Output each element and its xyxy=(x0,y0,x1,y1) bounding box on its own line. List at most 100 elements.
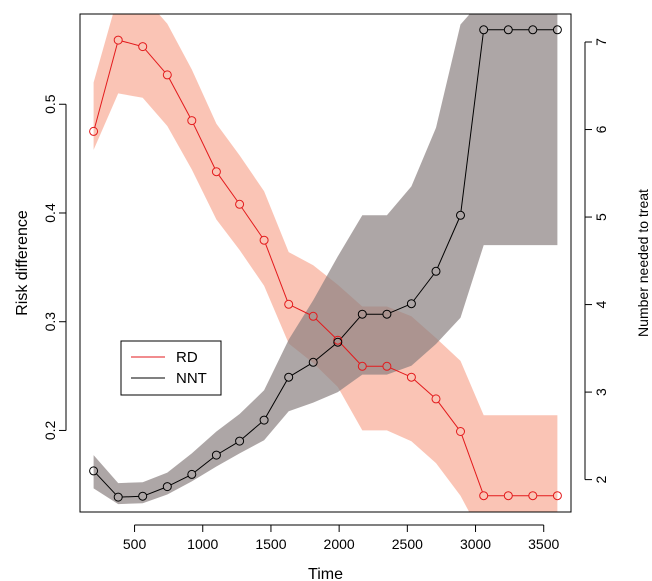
point-rd xyxy=(479,491,489,501)
line-segment-rd xyxy=(145,49,166,73)
point-rd xyxy=(308,311,318,321)
x-tick-label: 2500 xyxy=(392,536,423,552)
line-segment-rd xyxy=(315,318,336,338)
line-segment-nnt xyxy=(315,344,336,361)
x-tick-label: 2000 xyxy=(324,536,355,552)
line-segment-nnt xyxy=(242,422,262,439)
series-lines xyxy=(94,29,554,498)
x-tick-label: 3500 xyxy=(528,536,559,552)
point-rd xyxy=(187,116,197,126)
point-rd xyxy=(431,394,441,404)
band-rd xyxy=(93,14,558,512)
line-segment-nnt xyxy=(219,442,237,454)
x-axis-title: Time xyxy=(308,566,343,581)
point-nnt xyxy=(456,210,465,220)
point-rd xyxy=(89,126,99,136)
point-nnt xyxy=(162,482,172,492)
point-nnt xyxy=(284,372,294,382)
point-rd xyxy=(503,491,513,501)
point-nnt xyxy=(308,357,318,367)
point-nnt xyxy=(382,309,392,319)
line-segment-rd xyxy=(265,243,288,301)
point-nnt xyxy=(528,25,538,35)
point-rd xyxy=(357,361,367,371)
y-left-axis-title: Risk difference xyxy=(14,210,31,316)
line-segment-rd xyxy=(461,435,483,493)
line-segment-nnt xyxy=(413,274,434,301)
point-rd xyxy=(552,491,562,501)
y-left-tick-label: 0.2 xyxy=(42,420,58,440)
point-rd xyxy=(456,427,465,436)
line-segment-rd xyxy=(168,78,191,118)
point-nnt xyxy=(235,436,245,446)
line-segment-nnt xyxy=(170,475,189,486)
series-points xyxy=(89,25,562,502)
line-segment-nnt xyxy=(437,218,460,268)
y-right-tick-label: 3 xyxy=(593,388,609,396)
y-right-tick-label: 4 xyxy=(593,300,609,308)
x-tick-label: 500 xyxy=(123,536,147,552)
line-segment-nnt xyxy=(390,304,408,314)
point-nnt xyxy=(406,299,416,309)
line-segment-rd xyxy=(292,305,310,315)
line-segment-nnt xyxy=(194,457,214,473)
y-right-axis: 2 3 4 5 6 7 xyxy=(584,38,609,483)
point-rd xyxy=(211,167,221,177)
y-right-axis-title: Number needed to treat xyxy=(635,189,651,337)
point-rd xyxy=(138,42,148,52)
point-rd xyxy=(162,70,172,80)
point-nnt xyxy=(187,469,197,479)
line-segment-nnt xyxy=(122,495,139,498)
point-rd xyxy=(113,35,123,45)
plot-frame xyxy=(79,13,572,513)
legend-box xyxy=(120,340,222,396)
line-segment-rd xyxy=(390,367,409,377)
point-nnt xyxy=(333,337,343,347)
line-segment-rd xyxy=(94,43,118,128)
point-nnt xyxy=(211,450,221,460)
legend: RD NNT xyxy=(120,340,222,396)
point-rd xyxy=(382,361,392,371)
x-tick-label: 3000 xyxy=(460,536,491,552)
y-left-tick-label: 0.3 xyxy=(42,312,58,332)
y-right-tick-label: 7 xyxy=(593,38,609,46)
point-nnt xyxy=(503,25,513,35)
x-tick-label: 1000 xyxy=(187,536,218,552)
point-rd xyxy=(284,299,294,309)
point-nnt xyxy=(357,309,367,319)
x-axis: 500 1000 1500 2000 2500 3000 3500 xyxy=(123,524,560,552)
x-tick-label: 1500 xyxy=(255,536,286,552)
line-segment-nnt xyxy=(291,363,311,376)
line-segment-rd xyxy=(241,207,263,238)
line-segment-nnt xyxy=(265,380,288,417)
y-left-tick-label: 0.4 xyxy=(42,203,58,223)
line-segment-nnt xyxy=(460,33,484,212)
line-segment-rd xyxy=(193,123,216,169)
point-rd xyxy=(406,372,416,382)
line-segment-nnt xyxy=(96,473,116,495)
line-segment-rd xyxy=(121,40,140,47)
point-nnt xyxy=(431,266,441,276)
point-rd xyxy=(259,235,269,245)
point-nnt xyxy=(113,492,123,502)
legend-label-nnt: NNT xyxy=(176,370,207,387)
line-segment-rd xyxy=(340,342,360,364)
band-nnt xyxy=(93,14,558,505)
point-nnt xyxy=(479,25,489,35)
point-nnt xyxy=(89,466,99,476)
line-segment-rd xyxy=(218,174,238,202)
point-rd xyxy=(235,199,245,209)
line-segment-nnt xyxy=(340,316,361,340)
point-nnt xyxy=(259,415,269,425)
y-left-tick-label: 0.5 xyxy=(42,94,58,114)
point-nnt xyxy=(552,25,562,35)
y-right-tick-label: 5 xyxy=(593,213,609,221)
point-nnt xyxy=(138,491,148,501)
y-right-tick-label: 2 xyxy=(593,475,609,483)
y-left-axis: 0.2 0.3 0.4 0.5 xyxy=(42,94,67,440)
line-segment-nnt xyxy=(146,487,164,496)
point-rd xyxy=(528,491,538,501)
y-right-tick-label: 6 xyxy=(593,125,609,133)
legend-label-rd: RD xyxy=(176,349,198,366)
